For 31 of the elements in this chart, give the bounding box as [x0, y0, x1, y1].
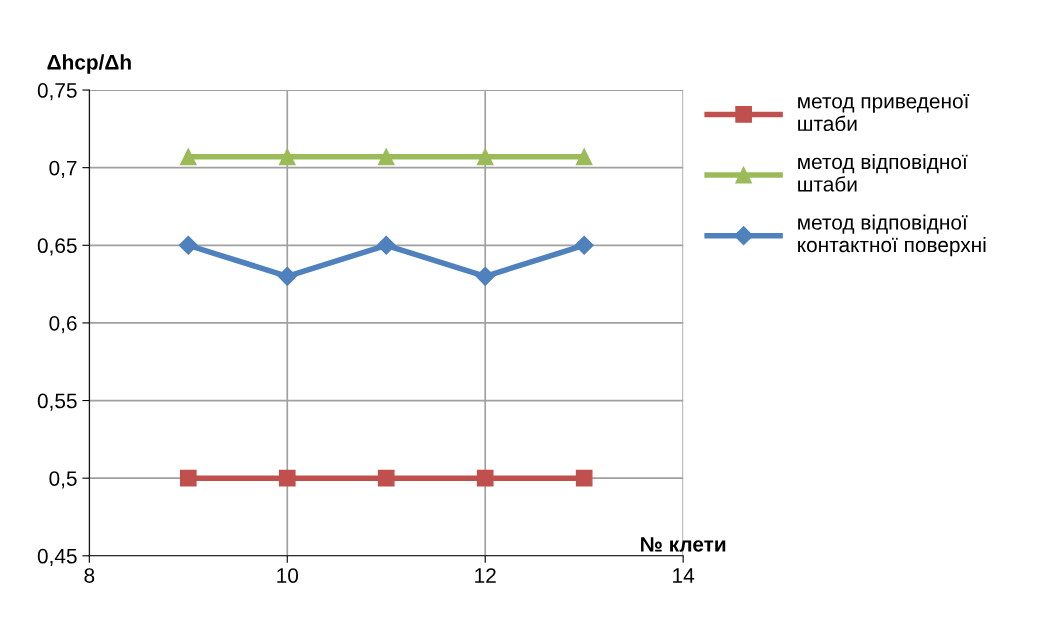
legend-label: метод приведеної штаби	[798, 94, 970, 132]
point	[278, 148, 296, 166]
y-axis-title: Δhср/Δh	[47, 54, 131, 74]
y-tick-label: 0,55	[37, 393, 77, 411]
point	[475, 266, 495, 286]
x-tick-label: 14	[673, 568, 695, 583]
point	[376, 235, 396, 255]
point	[476, 148, 494, 166]
legend-label: метод відповідної штаби	[798, 153, 968, 192]
point	[575, 469, 593, 487]
y-tick-label: 0,65	[37, 238, 77, 256]
y-tick-label: 0,7	[49, 160, 77, 178]
x-tick-label: 12	[475, 568, 496, 583]
point	[574, 235, 594, 255]
point	[179, 469, 197, 487]
y-tick-label: 0,75	[37, 83, 77, 101]
point	[476, 469, 494, 487]
point	[178, 235, 198, 255]
y-tick-label: 0,6	[49, 315, 77, 334]
point	[277, 266, 297, 286]
point	[377, 469, 395, 487]
point	[179, 148, 197, 166]
point	[575, 148, 593, 166]
y-tick-label: 0,5	[49, 471, 77, 489]
point	[278, 469, 296, 487]
x-tick-label: 8	[84, 568, 95, 583]
point	[377, 148, 395, 166]
x-tick-label: 10	[277, 568, 299, 583]
y-tick-label: 0,45	[37, 548, 77, 567]
legend-label: метод відповідної контактної поверхні	[798, 214, 986, 257]
x-axis-title: № клети	[641, 537, 726, 552]
